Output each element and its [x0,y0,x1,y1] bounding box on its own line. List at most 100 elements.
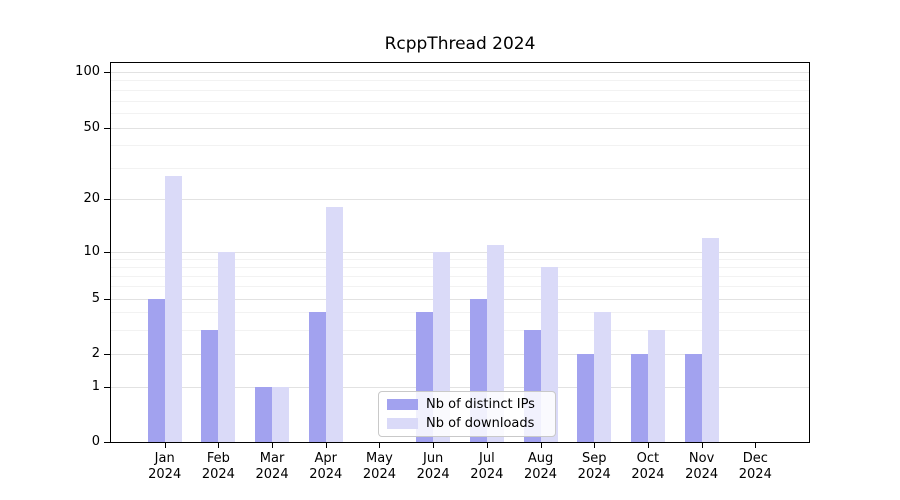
major-gridline [111,199,809,201]
x-tick-month: Jul [479,451,495,466]
plot-area [110,62,810,443]
y-tick-mark [104,442,110,443]
y-tick-label: 20 [83,191,100,207]
y-tick-mark [104,199,110,201]
minor-gridline [111,100,809,102]
y-tick-label: 0 [91,434,100,449]
major-gridline [111,387,809,389]
x-tick-mark [486,443,488,448]
y-tick-label: 100 [75,63,100,79]
y-tick-label: 2 [91,346,100,362]
legend-item-downloads: Nb of downloads [387,416,547,432]
x-tick-mark [164,443,166,448]
y-tick-label: 10 [83,244,100,259]
x-tick-month: Aug [527,451,554,466]
x-tick-month: Sep [581,451,607,466]
x-tick-month: Oct [636,451,660,466]
x-tick-mark [594,443,596,448]
y-tick-mark [104,354,110,356]
bar-downloads [701,238,719,442]
legend-swatch-downloads-icon [387,418,418,429]
minor-gridline [111,276,809,278]
bar-downloads [272,387,290,442]
x-tick-month: Apr [314,451,338,466]
x-tick-mark [379,443,381,448]
x-tick-year: 2024 [631,467,665,482]
x-tick-year: 2024 [255,467,289,482]
x-tick-label: Jul 2024 [457,451,517,483]
chart-title: RcppThread 2024 [384,34,536,54]
x-tick-month: May [366,451,393,466]
x-tick-year: 2024 [201,467,235,482]
bar-downloads [647,329,665,442]
bar-distinct-ips [201,329,219,442]
bar-distinct-ips [147,298,165,442]
x-tick-label: Mar 2024 [242,451,302,483]
x-tick-month: Dec [742,451,768,466]
x-tick-label: Nov 2024 [672,451,732,483]
x-tick-year: 2024 [470,467,504,482]
bar-downloads [164,175,182,442]
x-tick-label: Feb 2024 [188,451,248,483]
minor-gridline [111,145,809,147]
x-tick-year: 2024 [738,467,772,482]
x-tick-mark [647,443,649,448]
legend: Nb of distinct IPs Nb of downloads [378,391,556,437]
x-tick-year: 2024 [523,467,558,482]
major-gridline [111,252,809,253]
x-tick-mark [701,443,703,448]
x-tick-year: 2024 [577,467,611,482]
bar-downloads [325,207,343,442]
x-tick-month: Jun [422,451,444,466]
x-tick-month: Mar [259,451,285,466]
x-tick-mark [272,443,274,448]
legend-label-downloads: Nb of downloads [426,415,535,431]
major-gridline [111,71,809,73]
major-gridline [111,298,809,300]
x-tick-month: Feb [206,451,230,466]
minor-gridline [111,80,809,82]
x-tick-label: Sep 2024 [564,451,624,483]
y-tick-mark [104,387,110,389]
bar-downloads [218,252,236,442]
bar-downloads [594,312,612,442]
x-tick-label: Dec 2024 [725,451,785,483]
y-tick-label: 1 [91,379,100,395]
x-tick-label: Jun 2024 [403,451,463,483]
x-tick-month: Jan [154,451,175,466]
y-tick-label: 50 [83,119,100,135]
legend-item-distinct-ips: Nb of distinct IPs [387,397,547,413]
x-tick-mark [325,443,327,448]
legend-label-distinct-ips: Nb of distinct IPs [426,396,535,412]
x-tick-month: Nov [688,451,715,466]
legend-swatch-distinct-ips-icon [387,399,418,410]
x-tick-year: 2024 [416,467,450,482]
bar-distinct-ips [630,354,648,442]
x-tick-mark [755,443,757,448]
y-tick-mark [104,127,110,129]
x-tick-year: 2024 [309,467,343,482]
major-gridline [111,354,809,356]
x-tick-mark [540,443,542,448]
y-tick-mark [104,71,110,73]
minor-gridline [111,329,809,331]
minor-gridline [111,113,809,114]
y-tick-label: 5 [91,290,100,306]
y-tick-mark [104,298,110,300]
x-tick-label: Apr 2024 [296,451,356,483]
x-tick-label: Jan 2024 [135,451,195,483]
x-tick-year: 2024 [148,467,182,482]
minor-gridline [111,267,809,269]
major-gridline [111,127,809,129]
minor-gridline [111,312,809,314]
x-tick-label: Aug 2024 [511,451,571,483]
minor-gridline [111,167,809,169]
bar-distinct-ips [255,387,273,442]
minor-gridline [111,89,809,91]
minor-gridline [111,286,809,288]
x-tick-label: Oct 2024 [618,451,678,483]
y-tick-mark [104,252,110,253]
bar-distinct-ips [684,354,702,442]
x-tick-mark [218,443,220,448]
